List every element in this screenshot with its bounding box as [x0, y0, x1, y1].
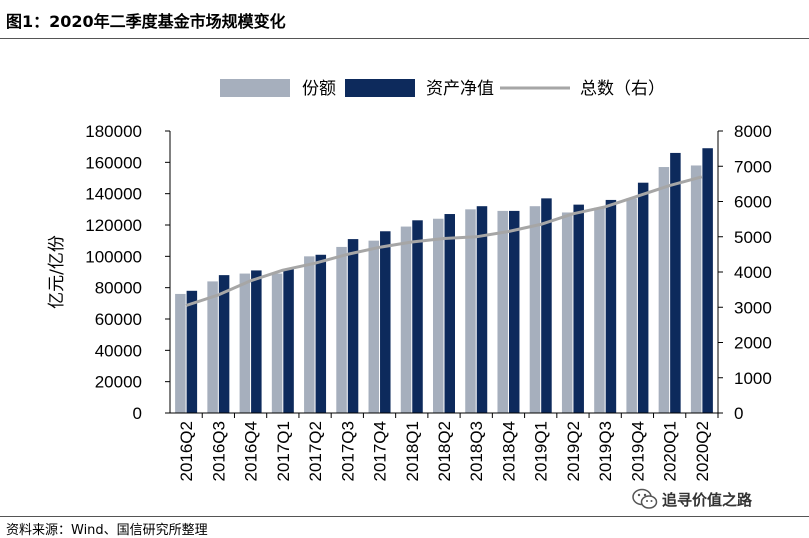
- wechat-icon: [632, 488, 658, 509]
- right-tick-label: 4000: [734, 263, 772, 282]
- bar-share: [271, 273, 283, 413]
- right-tick-label: 2000: [734, 334, 772, 353]
- right-tick-label: 7000: [734, 157, 772, 176]
- watermark: 追寻价值之路: [632, 488, 752, 510]
- left-tick-label: 160000: [85, 153, 142, 172]
- bar-net-asset: [573, 204, 584, 413]
- x-tick-label: 2019Q1: [532, 421, 551, 482]
- bar-net-asset: [605, 199, 617, 413]
- right-tick-label: 6000: [734, 193, 772, 212]
- x-tick-label: 2019Q3: [596, 421, 615, 482]
- left-tick-label: 120000: [85, 216, 142, 235]
- total-line: [185, 175, 703, 307]
- bar-net-asset: [702, 148, 713, 413]
- left-tick-label: 100000: [85, 247, 142, 266]
- legend-swatch-net-asset: [345, 79, 415, 97]
- x-tick-label: 2016Q4: [242, 421, 261, 482]
- y-axis-label: 亿元/亿份: [47, 235, 67, 309]
- bar-share: [207, 281, 218, 413]
- x-tick-label: 2018Q4: [499, 421, 518, 482]
- right-tick-label: 8000: [734, 122, 772, 141]
- bar-share: [400, 226, 412, 413]
- bar-share: [336, 246, 347, 413]
- bar-net-asset: [508, 210, 520, 413]
- chart: 份额 资产净值 总数（右） 0200004000060000800001000001…: [47, 79, 772, 482]
- right-tick-label: 5000: [734, 228, 772, 247]
- top-rule: [0, 38, 809, 39]
- legend-label-share: 份额: [302, 79, 336, 99]
- line-total: [185, 175, 703, 307]
- left-axis: 0 20000 40000 60000 80000 100000 120000 140000 1…: [85, 122, 171, 423]
- x-tick-label: 2017Q4: [371, 421, 390, 482]
- right-axis: 0 1000 2000 3000 4000 5000 6000 7000 8000: [717, 122, 772, 423]
- source-note: 资料来源：Wind、国信研究所整理: [6, 523, 208, 538]
- bar-net-asset: [444, 214, 455, 413]
- bar-net-asset: [251, 270, 262, 413]
- bar-net-asset: [283, 268, 294, 413]
- x-tick-label: 2018Q2: [435, 421, 454, 482]
- legend-swatch-share: [220, 79, 290, 97]
- bar-share: [433, 218, 444, 413]
- left-tick-label: 0: [133, 404, 142, 423]
- x-tick-label: 2019Q2: [564, 421, 583, 482]
- bar-net-asset: [541, 198, 552, 413]
- bar-share: [690, 165, 702, 413]
- bar-share: [175, 293, 186, 413]
- bar-net-asset: [315, 254, 327, 413]
- bar-net-asset: [347, 239, 359, 413]
- right-tick-label: 3000: [734, 298, 772, 317]
- left-tick-label: 140000: [85, 185, 142, 204]
- bar-share: [368, 240, 380, 413]
- right-tick-label: 1000: [734, 369, 772, 388]
- x-tick-label: 2016Q3: [209, 421, 228, 482]
- right-tick-label: 0: [734, 404, 743, 423]
- bar-net-asset: [637, 182, 649, 413]
- left-tick-label: 180000: [85, 122, 142, 141]
- bar-share: [626, 198, 637, 413]
- legend-label-total: 总数（右）: [580, 79, 665, 99]
- x-tick-label: 2020Q2: [693, 421, 712, 482]
- watermark-text: 追寻价值之路: [662, 490, 753, 509]
- bar-net-asset: [670, 152, 681, 413]
- bars: [175, 148, 713, 413]
- left-tick-label: 80000: [95, 279, 142, 298]
- bar-net-asset: [476, 206, 488, 413]
- bar-share: [304, 256, 315, 413]
- bar-share: [561, 212, 573, 413]
- bar-share: [465, 209, 476, 413]
- x-tick-label: 2018Q3: [467, 421, 486, 482]
- bar-share: [594, 207, 605, 413]
- bar-net-asset: [218, 275, 230, 413]
- x-tick-label: 2020Q1: [661, 421, 680, 482]
- x-tick-label: 2019Q4: [628, 421, 647, 482]
- legend: 份额 资产净值 总数（右）: [220, 79, 665, 99]
- bar-share: [529, 206, 541, 413]
- bar-net-asset: [186, 290, 198, 413]
- figure-title: 图1：2020年二季度基金市场规模变化: [6, 12, 286, 31]
- left-tick-label: 40000: [95, 341, 142, 360]
- x-axis: 2016Q2 2016Q3 2016Q4 2017Q1 2017Q2 2017Q3 2017…: [170, 412, 719, 482]
- bar-share: [497, 210, 508, 413]
- x-tick-label: 2017Q3: [338, 421, 357, 482]
- x-tick-label: 2017Q2: [306, 421, 325, 482]
- left-tick-label: 60000: [95, 310, 142, 329]
- bottom-rule: [0, 516, 809, 517]
- x-tick-label: 2018Q1: [403, 421, 422, 482]
- legend-label-net-asset: 资产净值: [426, 79, 494, 99]
- bar-share: [658, 167, 670, 413]
- left-tick-label: 20000: [95, 373, 142, 392]
- x-tick-label: 2016Q2: [177, 421, 196, 482]
- bar-share: [239, 273, 251, 413]
- bar-net-asset: [380, 231, 391, 413]
- bar-net-asset: [412, 220, 423, 413]
- x-tick-label: 2017Q1: [274, 421, 293, 482]
